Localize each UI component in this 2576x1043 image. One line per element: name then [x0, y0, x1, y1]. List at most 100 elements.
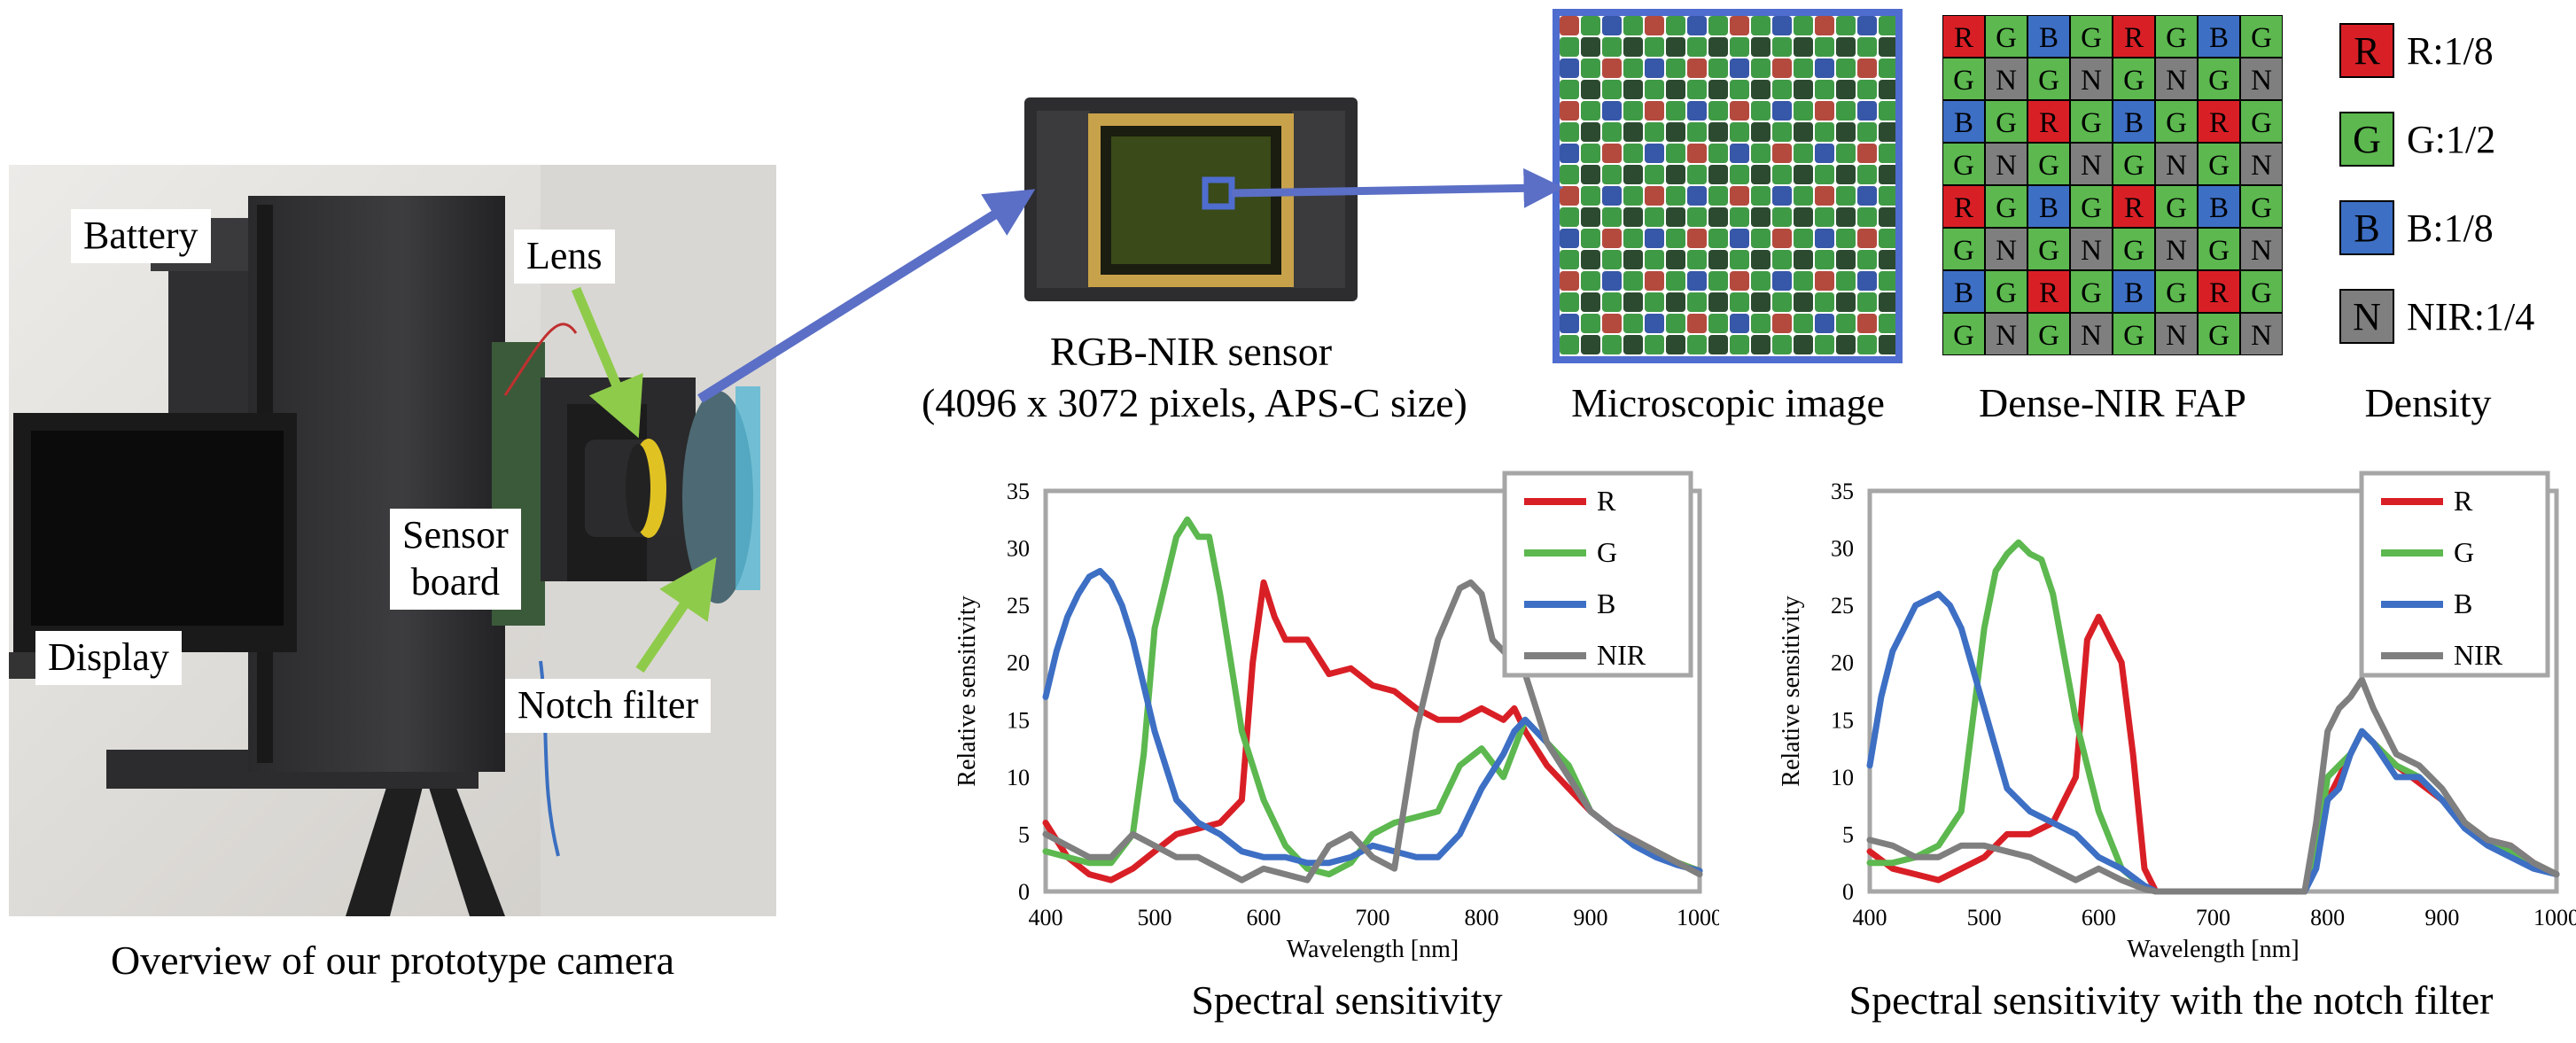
x-tick-label: 600 — [2082, 905, 2116, 930]
micro-pixel — [1751, 271, 1771, 291]
micro-pixel — [1581, 144, 1600, 163]
micro-pixel — [1708, 335, 1728, 354]
density-swatch: R — [2339, 23, 2394, 78]
micro-pixel — [1730, 165, 1749, 184]
micro-pixel — [1708, 122, 1728, 142]
fap-cell: G — [2197, 57, 2241, 101]
micro-pixel — [1879, 250, 1895, 269]
micro-pixel — [1666, 207, 1685, 227]
micro-pixel — [1560, 335, 1579, 354]
micro-pixel — [1708, 207, 1728, 227]
micro-pixel — [1602, 122, 1622, 142]
fap-cell-label: G — [2123, 65, 2144, 97]
micro-pixel — [1560, 229, 1579, 248]
y-tick-label: 0 — [1018, 879, 1030, 905]
fap-cell-label: G — [1996, 22, 2017, 54]
micro-pixel — [1560, 144, 1579, 163]
micro-pixel — [1857, 250, 1877, 269]
micro-pixel — [1560, 207, 1579, 227]
fap-cell: B — [1942, 269, 1986, 314]
series-line-nir — [1042, 579, 1703, 883]
micro-pixel — [1751, 80, 1771, 99]
micro-pixel — [1708, 80, 1728, 99]
fap-cell-label: G — [1953, 235, 1974, 267]
fap-cell-label: G — [2123, 235, 2144, 267]
fap-cell: N — [1984, 57, 2028, 101]
micro-pixel — [1815, 101, 1834, 121]
micro-pixel — [1581, 186, 1600, 206]
fap-cell: G — [1942, 227, 1986, 271]
micro-pixel — [1645, 207, 1664, 227]
legend-label: NIR — [1597, 639, 1646, 671]
fap-cell-label: B — [2039, 192, 2058, 224]
micro-pixel — [1623, 207, 1643, 227]
micro-pixel — [1666, 335, 1685, 354]
micro-pixel — [1879, 292, 1895, 312]
micro-pixel — [1708, 186, 1728, 206]
micro-pixel — [1602, 271, 1622, 291]
y-tick-label: 35 — [1831, 479, 1854, 504]
dense-nir-fap-grid: R G B G R G B GG N G N G N G NB G R G B G R GG N G N G N G NR G B G R G B G… — [1942, 15, 2283, 355]
battery-label: Battery — [71, 209, 211, 263]
notch-pointer-arrow — [635, 557, 717, 673]
lens-label: Lens — [514, 230, 615, 284]
x-tick-label: 400 — [1029, 905, 1063, 930]
fap-cell: B — [2112, 269, 2156, 314]
micro-pixel — [1623, 314, 1643, 333]
micro-pixel — [1645, 144, 1664, 163]
micro-pixel — [1687, 250, 1707, 269]
micro-pixel — [1815, 207, 1834, 227]
fap-cell: G — [2239, 184, 2283, 229]
micro-pixel — [1708, 229, 1728, 248]
micro-pixel — [1857, 335, 1877, 354]
micro-pixel — [1623, 37, 1643, 57]
x-tick-label: 400 — [1853, 905, 1887, 930]
fap-cell-label: G — [2038, 235, 2059, 267]
micro-pixel — [1687, 165, 1707, 184]
micro-pixel — [1815, 37, 1834, 57]
chart-legend: RGB NIR — [2359, 471, 2550, 678]
micro-pixel — [1836, 250, 1856, 269]
micro-pixel — [1794, 80, 1813, 99]
micro-pixel — [1879, 37, 1895, 57]
fap-cell: G — [1984, 15, 2028, 58]
fap-cell-label: G — [2208, 235, 2230, 267]
fap-cell: G — [1984, 184, 2028, 229]
spectral-sensitivity-notch-chart: 0 5 10 15 20 25 30 35 400 500 600 700 800 900 1000 Wave… — [1778, 471, 2576, 963]
lens-pointer-arrow — [571, 286, 643, 439]
micro-pixel — [1602, 250, 1622, 269]
fap-cell-label: G — [2166, 22, 2187, 54]
fap-cell: G — [2197, 312, 2241, 355]
micro-pixel — [1581, 58, 1600, 78]
micro-pixel — [1645, 229, 1664, 248]
series-line-nir — [1866, 676, 2560, 895]
fap-cell-label: N — [1996, 320, 2017, 352]
micro-pixel — [1751, 58, 1771, 78]
fap-cell: N — [2239, 227, 2283, 271]
micro-pixel — [1879, 144, 1895, 163]
micro-pixel — [1581, 16, 1600, 35]
fap-cell-label: N — [2081, 65, 2102, 97]
micro-pixel — [1560, 314, 1579, 333]
micro-pixel — [1666, 16, 1685, 35]
micro-pixel — [1708, 37, 1728, 57]
micro-pixel — [1794, 271, 1813, 291]
micro-pixel — [1687, 292, 1707, 312]
y-tick-label: 15 — [1007, 707, 1030, 733]
micro-pixel — [1751, 314, 1771, 333]
micro-pixel — [1794, 144, 1813, 163]
micro-pixel — [1666, 101, 1685, 121]
legend-label: R — [1597, 485, 1616, 517]
micro-pixel — [1857, 165, 1877, 184]
micro-pixel — [1645, 250, 1664, 269]
fap-cell: G — [2239, 99, 2283, 144]
micro-pixel — [1623, 144, 1643, 163]
micro-pixel — [1560, 271, 1579, 291]
legend-label: B — [1597, 588, 1615, 619]
display-label: Display — [35, 631, 182, 685]
micro-pixel — [1581, 335, 1600, 354]
y-tick-label: 15 — [1831, 707, 1854, 733]
fap-cell: G — [2112, 312, 2156, 355]
micro-pixel — [1581, 250, 1600, 269]
